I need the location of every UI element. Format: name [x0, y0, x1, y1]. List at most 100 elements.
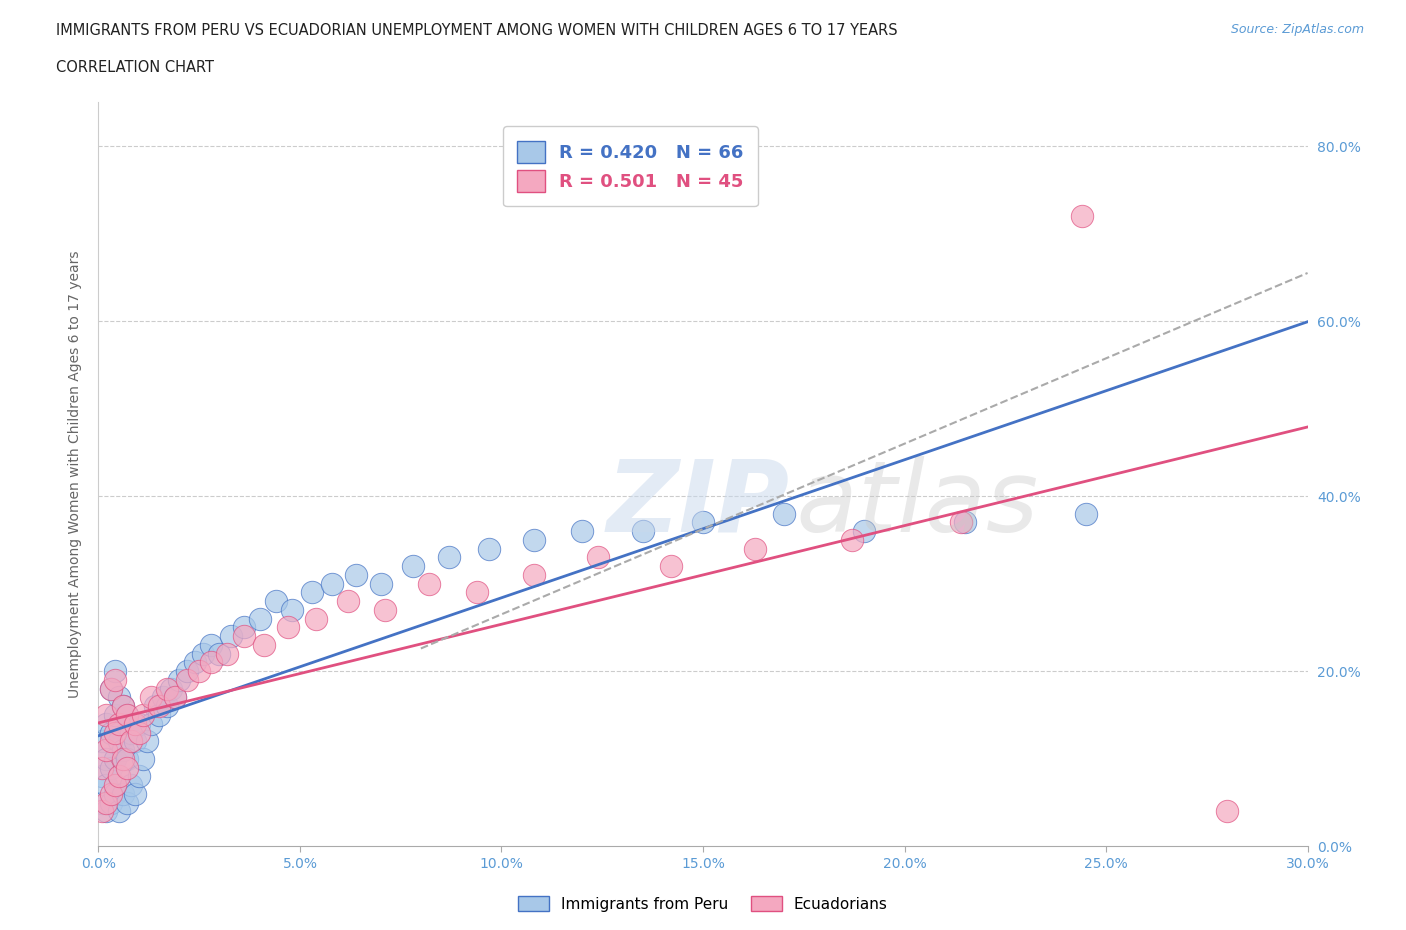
Point: [208, 646, 231, 661]
Point: [160, 682, 183, 697]
Point: [96, 804, 118, 818]
Point: [156, 682, 179, 697]
Point: [96, 777, 118, 792]
Point: [96, 708, 118, 723]
Point: [91, 769, 114, 784]
Point: [111, 698, 134, 713]
Point: [96, 742, 118, 757]
Point: [1070, 208, 1092, 223]
Point: [193, 646, 215, 661]
Point: [249, 611, 271, 626]
Point: [692, 515, 714, 530]
Point: [478, 541, 501, 556]
Point: [139, 716, 162, 731]
Point: [103, 672, 125, 687]
Point: [100, 795, 122, 810]
Point: [139, 690, 162, 705]
Point: [148, 698, 170, 713]
Point: [659, 559, 682, 574]
Point: [631, 524, 654, 538]
Point: [107, 716, 129, 731]
Text: ZIP: ZIP: [606, 456, 789, 552]
Point: [188, 664, 211, 679]
Point: [281, 603, 304, 618]
Point: [103, 725, 125, 740]
Point: [1074, 506, 1097, 521]
Point: [200, 638, 222, 653]
Point: [853, 524, 876, 538]
Point: [337, 593, 360, 608]
Point: [184, 655, 207, 670]
Point: [124, 716, 146, 731]
Point: [103, 777, 125, 792]
Point: [103, 708, 125, 723]
Point: [217, 646, 239, 661]
Point: [128, 725, 150, 740]
Point: [107, 769, 129, 784]
Point: [124, 734, 146, 749]
Point: [91, 795, 114, 810]
Point: [100, 682, 122, 697]
Point: [111, 751, 134, 766]
Point: [772, 506, 794, 521]
Point: [156, 698, 179, 713]
Point: [91, 760, 114, 775]
Legend: Immigrants from Peru, Ecuadorians: Immigrants from Peru, Ecuadorians: [512, 889, 894, 918]
Point: [344, 567, 367, 582]
Text: IMMIGRANTS FROM PERU VS ECUADORIAN UNEMPLOYMENT AMONG WOMEN WITH CHILDREN AGES 6: IMMIGRANTS FROM PERU VS ECUADORIAN UNEMP…: [56, 23, 898, 38]
Point: [418, 577, 440, 591]
Point: [465, 585, 488, 600]
Point: [100, 760, 122, 775]
Point: [100, 682, 122, 697]
Point: [321, 577, 343, 591]
Point: [103, 787, 125, 802]
Point: [148, 708, 170, 723]
Point: [232, 620, 254, 635]
Point: [200, 655, 222, 670]
Point: [91, 734, 114, 749]
Point: [132, 751, 155, 766]
Point: [128, 716, 150, 731]
Point: [107, 734, 129, 749]
Point: [115, 760, 138, 775]
Point: [841, 533, 863, 548]
Point: [571, 524, 593, 538]
Point: [253, 638, 276, 653]
Point: [402, 559, 425, 574]
Point: [143, 698, 166, 713]
Text: atlas: atlas: [606, 456, 1039, 552]
Point: [100, 787, 122, 802]
Text: CORRELATION CHART: CORRELATION CHART: [56, 60, 214, 75]
Point: [111, 787, 134, 802]
Point: [167, 672, 190, 687]
Point: [523, 567, 546, 582]
Point: [107, 769, 129, 784]
Point: [111, 698, 134, 713]
Point: [232, 629, 254, 644]
Point: [128, 769, 150, 784]
Point: [586, 550, 609, 565]
Y-axis label: Unemployment Among Women with Children Ages 6 to 17 years: Unemployment Among Women with Children A…: [69, 250, 83, 698]
Point: [370, 577, 392, 591]
Point: [107, 804, 129, 818]
Point: [103, 664, 125, 679]
Point: [135, 734, 157, 749]
Point: [115, 795, 138, 810]
Point: [163, 690, 186, 705]
Point: [96, 795, 118, 810]
Point: [120, 777, 142, 792]
Point: [437, 550, 460, 565]
Point: [115, 708, 138, 723]
Point: [124, 787, 146, 802]
Point: [264, 593, 287, 608]
Point: [115, 708, 138, 723]
Point: [221, 629, 243, 644]
Point: [120, 725, 142, 740]
Point: [100, 725, 122, 740]
Point: [152, 690, 174, 705]
Legend: R = 0.420   N = 66, R = 0.501   N = 45: R = 0.420 N = 66, R = 0.501 N = 45: [503, 126, 758, 206]
Point: [107, 690, 129, 705]
Point: [953, 515, 976, 530]
Text: Source: ZipAtlas.com: Source: ZipAtlas.com: [1230, 23, 1364, 36]
Point: [949, 515, 972, 530]
